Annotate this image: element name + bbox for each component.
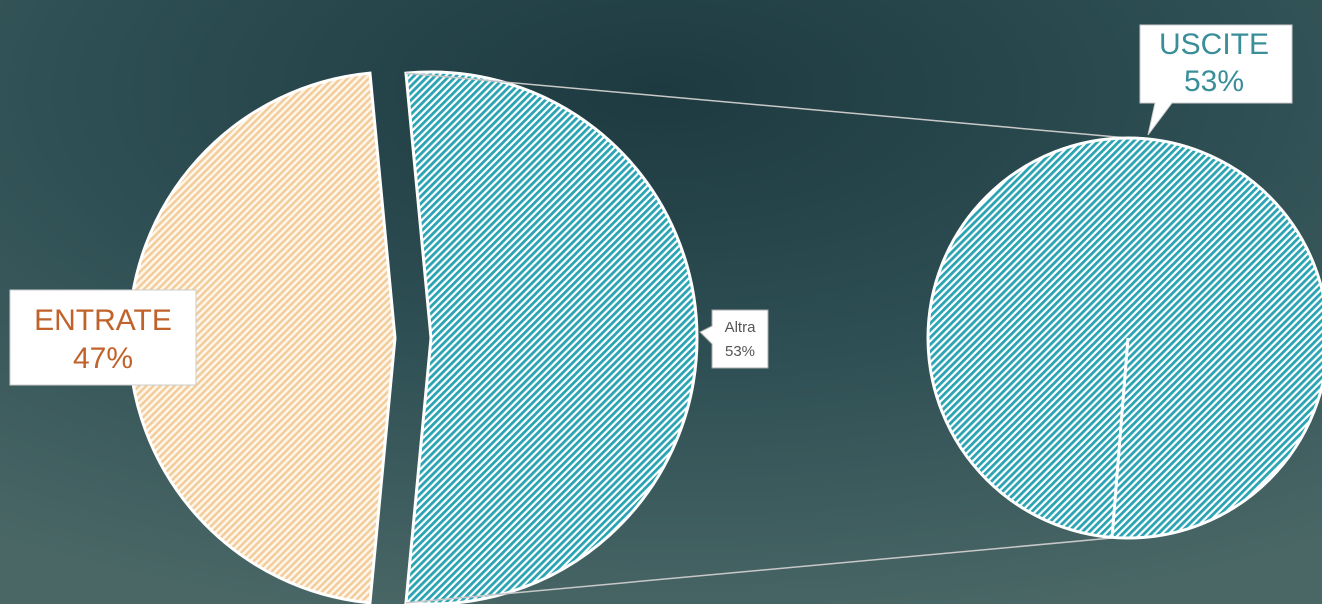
label-uscite: USCITE 53% [1139,24,1293,136]
slice-value-label: 53% [725,343,755,360]
slice-value-label: 47% [73,342,133,375]
label-altra: Altra 53% [699,309,769,369]
label-entrate: ENTRATE 47% [9,289,197,386]
slice-label: USCITE [1159,28,1269,61]
pie-slice [404,70,699,604]
secondary-pie-slice [926,136,1322,540]
slice-separator [1110,337,1130,539]
label-box [1139,24,1293,136]
connector-line [405,72,1129,139]
label-box [9,289,197,386]
slice-label: ENTRATE [34,304,172,337]
slice-label: Altra [725,319,757,336]
slice-value-label: 53% [1184,65,1244,98]
label-box [699,309,769,369]
connector-line [405,537,1113,604]
